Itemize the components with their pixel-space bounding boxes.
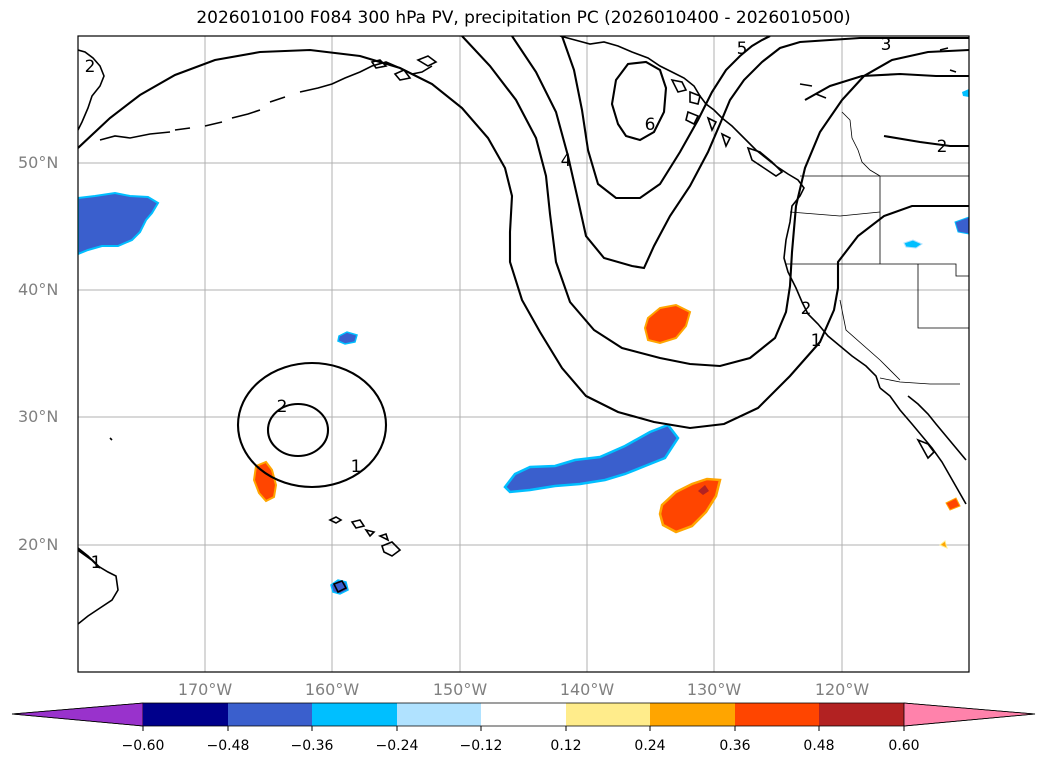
colorbar-cell [481, 703, 566, 726]
colorbar-cell [228, 703, 312, 726]
colorbar [11, 702, 1036, 731]
lon-label-160w: 160°W [304, 680, 360, 699]
precip-blob-core [698, 485, 709, 495]
map-title: 2026010100 F084 300 hPa PV, precipitatio… [196, 8, 851, 28]
precip-blob-ne-edge [962, 89, 969, 97]
contour-low-outer [236, 361, 388, 489]
colorbar-tick-label: 0.36 [719, 738, 751, 754]
colorbar-cell [312, 703, 397, 726]
contour-label: 5 [737, 39, 748, 59]
colorbar-tick-label: −0.12 [459, 738, 503, 754]
contour-trough-1 [78, 48, 969, 430]
colorbar-tick-label: 0.24 [634, 738, 666, 754]
contour-label: 1 [351, 457, 362, 477]
precip-blob-west-hawaii [252, 460, 278, 503]
precip-blob-small-north [337, 331, 358, 345]
colorbar-cell [143, 703, 228, 726]
precip-band-central [503, 423, 680, 494]
contour-max-6 [610, 60, 668, 142]
lon-label-150w: 150°W [432, 680, 488, 699]
map-area [78, 36, 969, 672]
contour-label: 2 [801, 299, 812, 319]
state-borders [786, 111, 969, 385]
colorbar-cell [903, 702, 1036, 727]
colorbar-tick-label: −0.48 [206, 738, 250, 754]
lat-label-40n: 40°N [18, 280, 59, 299]
contour-trough-4 [561, 36, 771, 200]
precip-blob-east-edge [954, 216, 969, 235]
colorbar-cell [11, 702, 144, 727]
graticule [78, 36, 969, 672]
contour-label: 2 [937, 137, 948, 157]
contour-label: 1 [811, 331, 822, 351]
lon-label-120w: 120°W [814, 680, 870, 699]
colorbar-tick-label: 0.12 [550, 738, 582, 754]
precip-blob-west [78, 191, 160, 256]
lon-label-130w: 130°W [686, 680, 742, 699]
colorbar-cell [819, 703, 904, 726]
lon-label-170w: 170°W [177, 680, 233, 699]
pv-contours [78, 36, 969, 569]
precip-blob-northeast-pacific [643, 303, 692, 345]
contour-trough-2 [461, 36, 969, 368]
colorbar-cell [566, 703, 650, 726]
colorbar-cell [735, 703, 819, 726]
precip-blob-interior [903, 239, 924, 249]
colorbar-cell [650, 703, 735, 726]
contour-label: 2 [85, 57, 96, 77]
colorbar-tick-label: −0.24 [375, 738, 419, 754]
contour-trough-3 [511, 36, 969, 270]
lon-label-140w: 140°W [559, 680, 615, 699]
contour-labels: 2 1 2 4 6 5 3 2 1 2 1 [85, 35, 948, 573]
contour-label: 1 [91, 553, 102, 573]
precip-blob-mexico [939, 540, 948, 549]
contour-label: 4 [561, 151, 572, 171]
contour-label: 3 [881, 35, 892, 55]
contour-ne-2 [804, 72, 969, 101]
precip-positive-regions [252, 303, 961, 549]
colorbar-tick-label: −0.60 [121, 738, 165, 754]
colorbar-tick-label: −0.36 [290, 738, 334, 754]
lat-label-30n: 30°N [18, 407, 59, 426]
contour-label: 6 [645, 115, 656, 135]
contour-label: 2 [277, 397, 288, 417]
map-frame [77, 35, 970, 673]
precip-negative-regions [78, 89, 969, 595]
lat-label-20n: 20°N [18, 535, 59, 554]
colorbar-cell [397, 703, 481, 726]
precip-blob-baja [945, 497, 961, 511]
colorbar-tick-label: 0.48 [803, 738, 835, 754]
contour-low-inner [266, 402, 330, 458]
colorbar-tick-label: 0.60 [888, 738, 920, 754]
coastlines [78, 36, 967, 625]
lat-label-50n: 50°N [18, 153, 59, 172]
contour-ne-lower [883, 134, 969, 148]
contour-sw [78, 549, 101, 569]
